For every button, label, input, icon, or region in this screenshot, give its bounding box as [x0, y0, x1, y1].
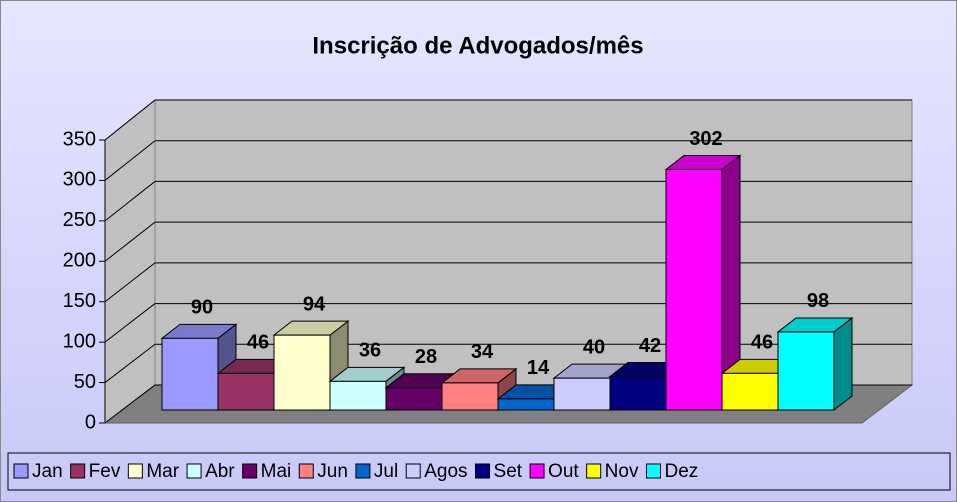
- bar: [609, 376, 667, 411]
- data-label: 28: [415, 346, 437, 368]
- legend-swatch: [242, 463, 258, 479]
- bar: [553, 377, 611, 411]
- legend-swatch: [405, 463, 421, 479]
- legend-swatch: [13, 463, 29, 479]
- data-label: 42: [639, 335, 661, 357]
- y-tick-label: 350: [63, 128, 96, 150]
- bar-side: [833, 316, 853, 412]
- y-tick-label: 250: [63, 209, 96, 231]
- grid-line: [104, 303, 156, 343]
- grid-line: [104, 384, 156, 424]
- bar: [777, 331, 835, 411]
- legend-label: Dez: [664, 461, 698, 482]
- data-label: 46: [247, 332, 269, 354]
- data-label: 14: [527, 357, 550, 379]
- data-label: 46: [751, 332, 773, 354]
- y-tick-label: 50: [74, 371, 96, 393]
- legend-label: Jan: [32, 461, 63, 482]
- legend-label: Jul: [374, 461, 398, 482]
- data-label: 34: [471, 341, 494, 363]
- grid-line: [104, 262, 156, 303]
- data-label: 302: [689, 128, 722, 150]
- legend-swatch: [127, 463, 143, 479]
- bar: [385, 387, 443, 411]
- bar: [497, 398, 555, 411]
- legend-label: Abr: [205, 461, 235, 482]
- side-wall: [104, 98, 156, 425]
- bar: [441, 382, 499, 411]
- legend-swatch: [529, 463, 545, 479]
- legend-label: Set: [494, 461, 523, 482]
- data-label: 36: [359, 340, 381, 362]
- y-tick-label: 150: [63, 290, 96, 312]
- bar: [665, 168, 723, 411]
- legend-label: Fev: [89, 461, 121, 482]
- y-tick-label: 300: [63, 169, 96, 191]
- legend-swatch: [186, 463, 202, 479]
- grid-line: [104, 343, 156, 383]
- legend-swatch: [355, 463, 371, 479]
- legend: [7, 452, 951, 491]
- legend-swatch: [586, 463, 602, 479]
- legend-label: Jun: [317, 461, 348, 482]
- legend-swatch: [645, 463, 661, 479]
- legend-label: Mai: [261, 461, 292, 482]
- y-tick-label: 200: [63, 250, 96, 272]
- legend-swatch: [298, 463, 314, 479]
- legend-swatch: [475, 463, 491, 479]
- data-label: 94: [303, 293, 326, 315]
- chart-title: Inscrição de Advogados/mês: [312, 32, 643, 59]
- bar: [329, 380, 387, 411]
- data-label: 98: [807, 290, 829, 312]
- grid-line: [104, 99, 156, 141]
- bar: [273, 334, 331, 411]
- legend-label: Nov: [605, 461, 639, 482]
- bar: [161, 337, 219, 411]
- grid-line: [104, 140, 156, 181]
- y-tick-label: 100: [63, 330, 96, 352]
- bar: [721, 372, 779, 411]
- legend-swatch: [70, 463, 86, 479]
- legend-label: Agos: [424, 461, 467, 482]
- legend-label: Out: [548, 461, 579, 482]
- legend-label: Mar: [146, 461, 179, 482]
- y-tick-label: 0: [85, 411, 96, 433]
- bar: [217, 372, 275, 411]
- grid-line: [104, 181, 156, 222]
- data-label: 90: [191, 297, 213, 319]
- grid-line: [104, 221, 156, 262]
- data-label: 40: [583, 336, 605, 358]
